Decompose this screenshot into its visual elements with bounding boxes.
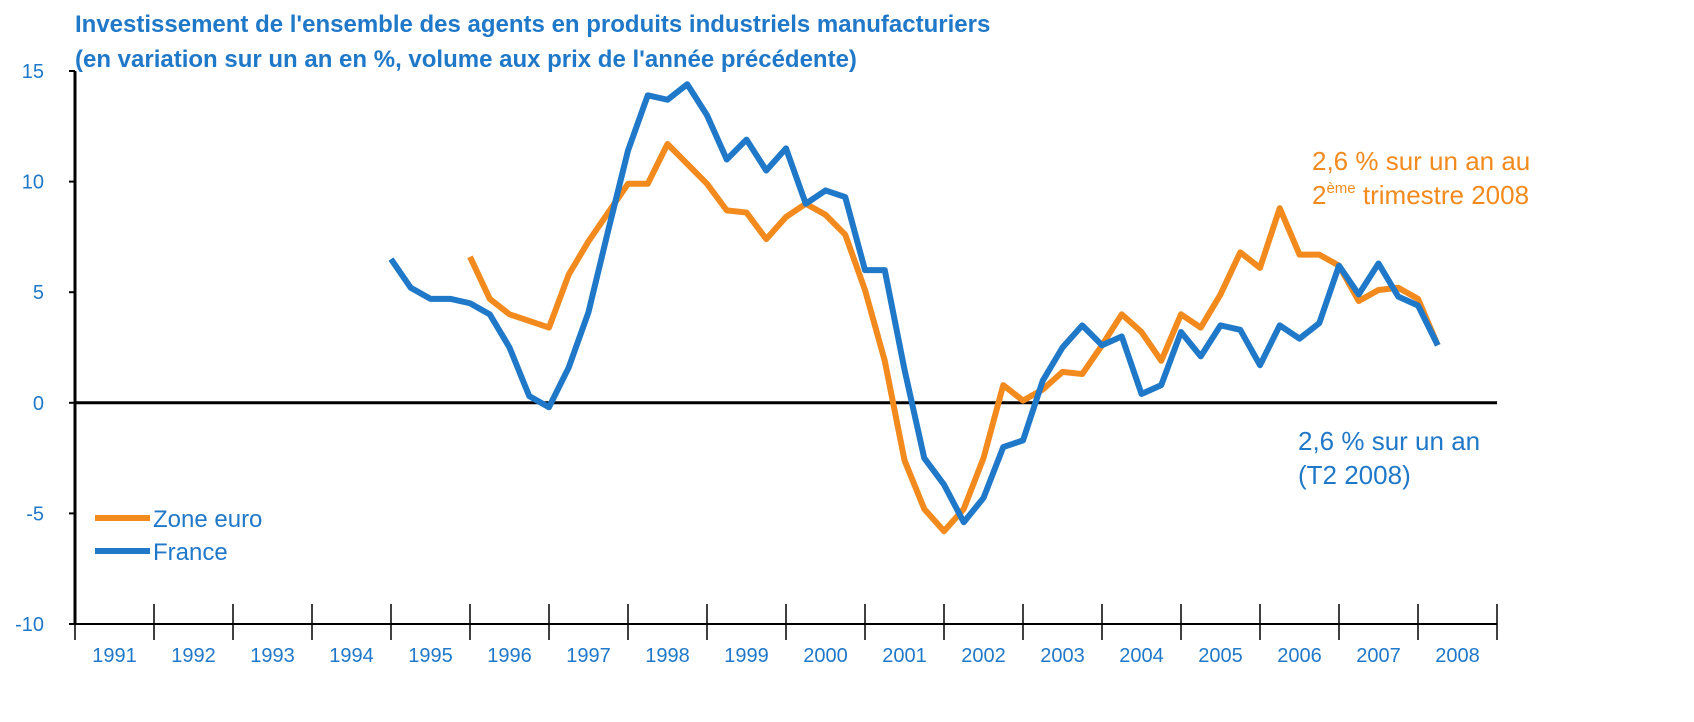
x-tick-label: 1995: [408, 645, 453, 667]
annotation-part: 2: [1312, 180, 1326, 210]
x-tick-label: 2005: [1198, 645, 1243, 667]
y-tick-label: 15: [22, 61, 44, 83]
x-tick-label: 1999: [724, 645, 769, 667]
y-tick-label: -5: [26, 503, 44, 525]
x-tick-label: 2006: [1277, 645, 1322, 667]
x-tick-label: 1992: [171, 645, 216, 667]
annotation: 2,6 % sur un an: [1298, 426, 1480, 456]
x-tick-label: 1997: [566, 645, 611, 667]
annotation-superscript: ème: [1326, 180, 1355, 197]
x-tick-label: 2008: [1435, 645, 1480, 667]
x-tick-label: 1993: [250, 645, 295, 667]
chart-title: Investissement de l'ensemble des agents …: [75, 11, 990, 38]
y-tick-label: 10: [22, 172, 44, 194]
legend-label: Zone euro: [153, 506, 262, 533]
x-tick-label: 1994: [329, 645, 374, 667]
y-tick-label: -10: [15, 614, 44, 636]
line-series: [467, 140, 1441, 535]
x-tick-label: 1991: [92, 645, 137, 667]
x-tick-label: 2000: [803, 645, 848, 667]
annotation-part: trimestre 2008: [1356, 180, 1529, 210]
x-tick-label: 2004: [1119, 645, 1164, 667]
annotation: 2ème trimestre 2008: [1312, 180, 1529, 210]
annotation: 2,6 % sur un an au: [1312, 146, 1530, 176]
y-tick-label: 0: [33, 393, 44, 415]
x-tick-label: 1998: [645, 645, 690, 667]
x-tick-label: 2007: [1356, 645, 1401, 667]
x-tick-label: 2003: [1040, 645, 1085, 667]
x-tick-label: 2001: [882, 645, 927, 667]
x-tick-label: 1996: [487, 645, 532, 667]
annotation: (T2 2008): [1298, 460, 1411, 490]
line-series: [388, 81, 1441, 526]
y-tick-label: 5: [33, 282, 44, 304]
x-tick-label: 2002: [961, 645, 1006, 667]
legend-label: France: [153, 539, 228, 566]
chart-subtitle: (en variation sur un an en %, volume aux…: [75, 46, 857, 73]
